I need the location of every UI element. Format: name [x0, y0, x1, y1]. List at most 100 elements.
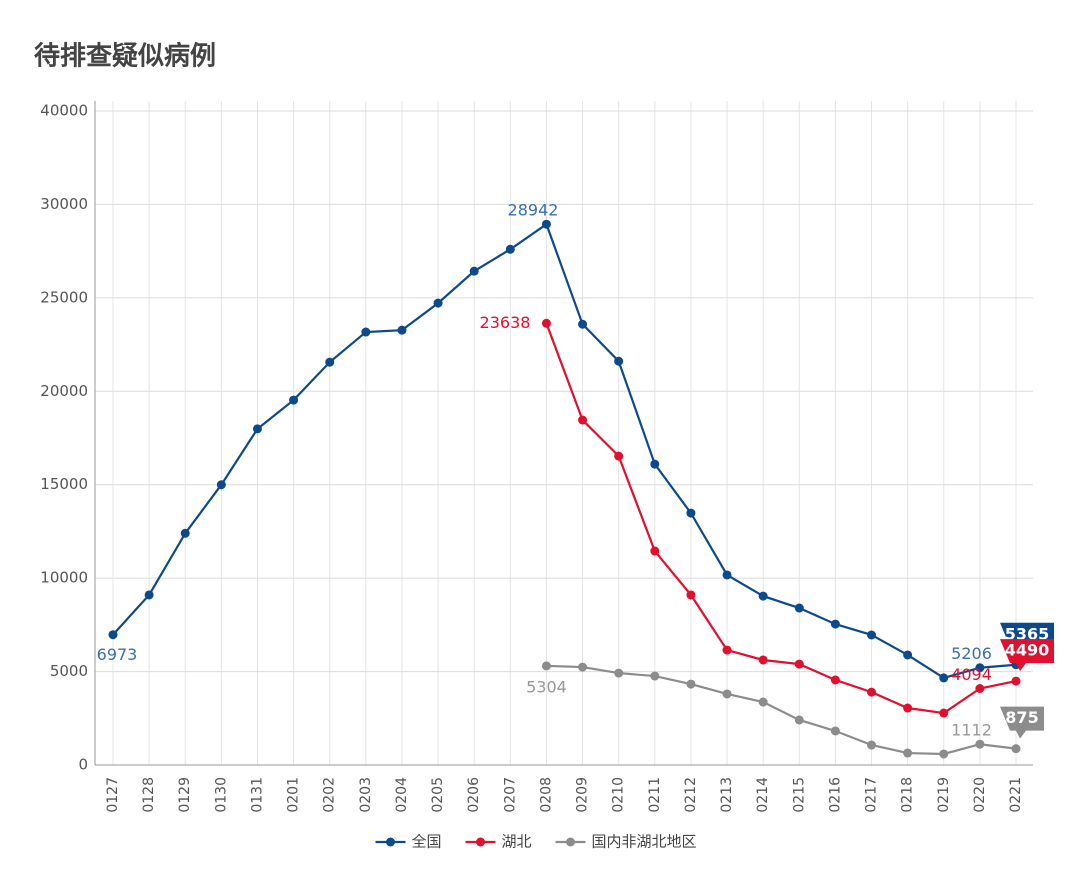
y-tick-label: 40000: [40, 102, 88, 120]
y-tick-label: 15000: [40, 475, 88, 493]
data-point: [578, 415, 588, 425]
x-tick-label: 0215: [791, 777, 807, 813]
x-tick-label: 0205: [430, 777, 446, 813]
data-point: [903, 650, 913, 660]
data-point: [361, 327, 371, 337]
data-label: 5365: [1005, 624, 1050, 643]
data-point: [939, 749, 949, 759]
data-point: [1011, 676, 1021, 686]
data-point: [975, 684, 985, 694]
series-line: [546, 664, 1017, 756]
data-point: [144, 590, 154, 600]
data-label: 5304: [526, 677, 567, 696]
data-point: [578, 662, 588, 672]
x-tick-label: 0129: [177, 777, 193, 813]
series-line: [112, 222, 1017, 680]
x-tick-label: 0217: [864, 777, 880, 813]
data-point: [180, 528, 190, 538]
data-point: [939, 673, 949, 683]
data-point: [650, 546, 660, 556]
x-tick-label: 0213: [719, 777, 735, 813]
x-tick-label: 0218: [900, 777, 916, 813]
data-label: 875: [1005, 708, 1038, 727]
chart-title: 待排查疑似病例: [34, 42, 216, 72]
x-tick-label: 0219: [936, 777, 952, 813]
legend-label: 全国: [412, 833, 442, 851]
data-point: [758, 591, 768, 601]
y-tick-label: 5000: [50, 662, 88, 680]
legend-marker: [476, 837, 485, 847]
data-label: 23638: [480, 313, 531, 332]
data-point: [867, 740, 877, 750]
data-point: [216, 480, 226, 490]
data-point: [252, 424, 262, 434]
data-point: [505, 244, 515, 254]
data-point: [867, 630, 877, 640]
y-tick-label: 10000: [40, 569, 88, 587]
y-tick-label: 20000: [40, 382, 88, 400]
x-tick-label: 0211: [647, 777, 663, 813]
data-point: [794, 659, 804, 669]
data-point: [722, 689, 732, 699]
series-line: [545, 322, 1017, 715]
data-point: [397, 325, 407, 335]
data-point: [830, 675, 840, 685]
label-box: [1000, 706, 1044, 739]
y-tick-label: 25000: [40, 288, 88, 306]
data-point: [289, 395, 299, 405]
data-point: [686, 590, 696, 600]
data-point: [975, 739, 985, 749]
x-tick-label: 0130: [213, 777, 229, 813]
data-label: 28942: [508, 201, 559, 220]
x-tick-label: 0202: [322, 777, 338, 813]
x-tick-label: 0131: [249, 777, 265, 813]
x-tick-label: 0201: [286, 777, 302, 813]
legend-marker: [566, 837, 575, 847]
data-label: 4490: [1005, 641, 1050, 660]
data-point: [903, 703, 913, 713]
data-point: [830, 619, 840, 629]
x-tick-label: 0214: [755, 777, 771, 813]
y-tick-label: 0: [78, 756, 88, 774]
data-label: 1112: [951, 721, 992, 740]
data-point: [325, 357, 335, 367]
data-label: 4094: [951, 665, 992, 684]
data-point: [1011, 744, 1021, 754]
data-label: 5206: [951, 644, 992, 663]
x-tick-label: 0206: [466, 777, 482, 813]
data-point: [541, 219, 551, 229]
x-tick-label: 0220: [972, 777, 988, 813]
x-tick-label: 0212: [683, 777, 699, 813]
x-tick-label: 0204: [394, 777, 410, 813]
data-point: [614, 356, 624, 366]
data-point: [108, 630, 118, 640]
data-point: [867, 687, 877, 697]
data-point: [433, 298, 443, 308]
legend-label: 湖北: [502, 833, 532, 851]
data-point: [686, 679, 696, 689]
data-point: [614, 668, 624, 678]
data-label: 6973: [97, 645, 138, 664]
x-tick-label: 0210: [611, 777, 627, 813]
legend-marker: [386, 837, 395, 847]
data-point: [614, 451, 624, 461]
data-point: [469, 266, 479, 276]
x-tick-label: 0127: [105, 777, 121, 813]
data-point: [794, 715, 804, 725]
data-point: [541, 318, 551, 328]
data-point: [541, 661, 551, 671]
data-point: [830, 726, 840, 736]
x-tick-label: 0209: [575, 777, 591, 813]
x-tick-label: 0207: [502, 777, 518, 813]
data-point: [975, 663, 985, 673]
data-point: [939, 708, 949, 718]
x-tick-label: 0128: [141, 777, 157, 813]
data-point: [758, 697, 768, 707]
data-point: [903, 748, 913, 758]
data-point: [758, 655, 768, 665]
x-tick-label: 0203: [358, 777, 374, 813]
data-point: [650, 671, 660, 681]
data-point: [578, 319, 588, 329]
data-point: [686, 508, 696, 518]
label-box: [1000, 639, 1054, 672]
